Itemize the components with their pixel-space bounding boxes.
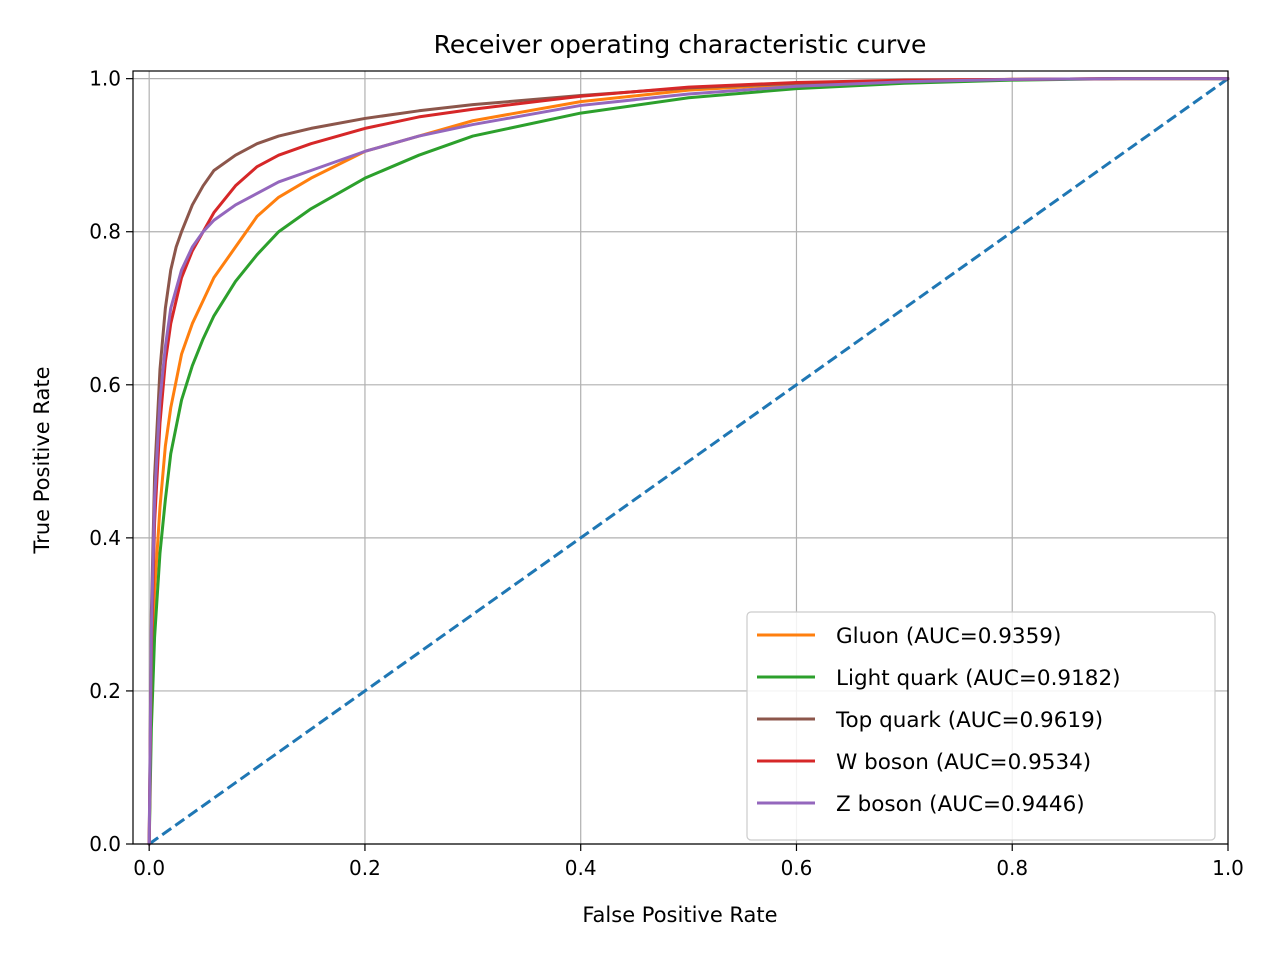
legend-label: Gluon (AUC=0.9359) <box>836 624 1061 649</box>
reference-line <box>148 77 1229 846</box>
y-tick-label: 0.6 <box>89 373 121 397</box>
series-line-4 <box>147 77 1230 846</box>
x-tick-label: 0.2 <box>349 856 381 880</box>
x-tick-label: 0.6 <box>781 856 813 880</box>
grid-lines <box>133 71 1229 845</box>
series-line-3 <box>147 77 1230 846</box>
y-tick-label: 0.4 <box>89 526 121 550</box>
x-tick-label: 0.4 <box>565 856 597 880</box>
legend-label: W boson (AUC=0.9534) <box>836 750 1091 775</box>
legend: Gluon (AUC=0.9359) Light quark (AUC=0.918… <box>746 611 1216 841</box>
y-tick-label: 0.8 <box>89 220 121 244</box>
legend-box <box>746 611 1216 841</box>
plot-frame <box>132 70 1229 845</box>
x-axis-title: False Positive Rate <box>582 903 777 927</box>
series-line-1 <box>147 77 1230 846</box>
chart-title: Receiver operating characteristic curve <box>434 30 927 59</box>
legend-label: Top quark (AUC=0.9619) <box>835 708 1103 733</box>
x-axis-ticks: 0.0 0.2 0.4 0.6 0.8 1.0 <box>133 844 1244 880</box>
y-tick-label: 0.2 <box>89 679 121 703</box>
x-tick-label: 0.8 <box>996 856 1028 880</box>
y-axis-title: True Positive Rate <box>30 366 54 554</box>
series-lines <box>147 77 1230 846</box>
legend-label: Z boson (AUC=0.9446) <box>836 792 1085 817</box>
x-tick-label: 0.0 <box>133 856 165 880</box>
reference-diagonal <box>148 77 1229 846</box>
y-axis-ticks: 0.0 0.2 0.4 0.6 0.8 1.0 <box>89 67 133 856</box>
y-tick-label: 1.0 <box>89 67 121 91</box>
legend-label: Light quark (AUC=0.9182) <box>836 666 1121 691</box>
y-tick-label: 0.0 <box>89 832 121 856</box>
x-tick-label: 1.0 <box>1212 856 1244 880</box>
